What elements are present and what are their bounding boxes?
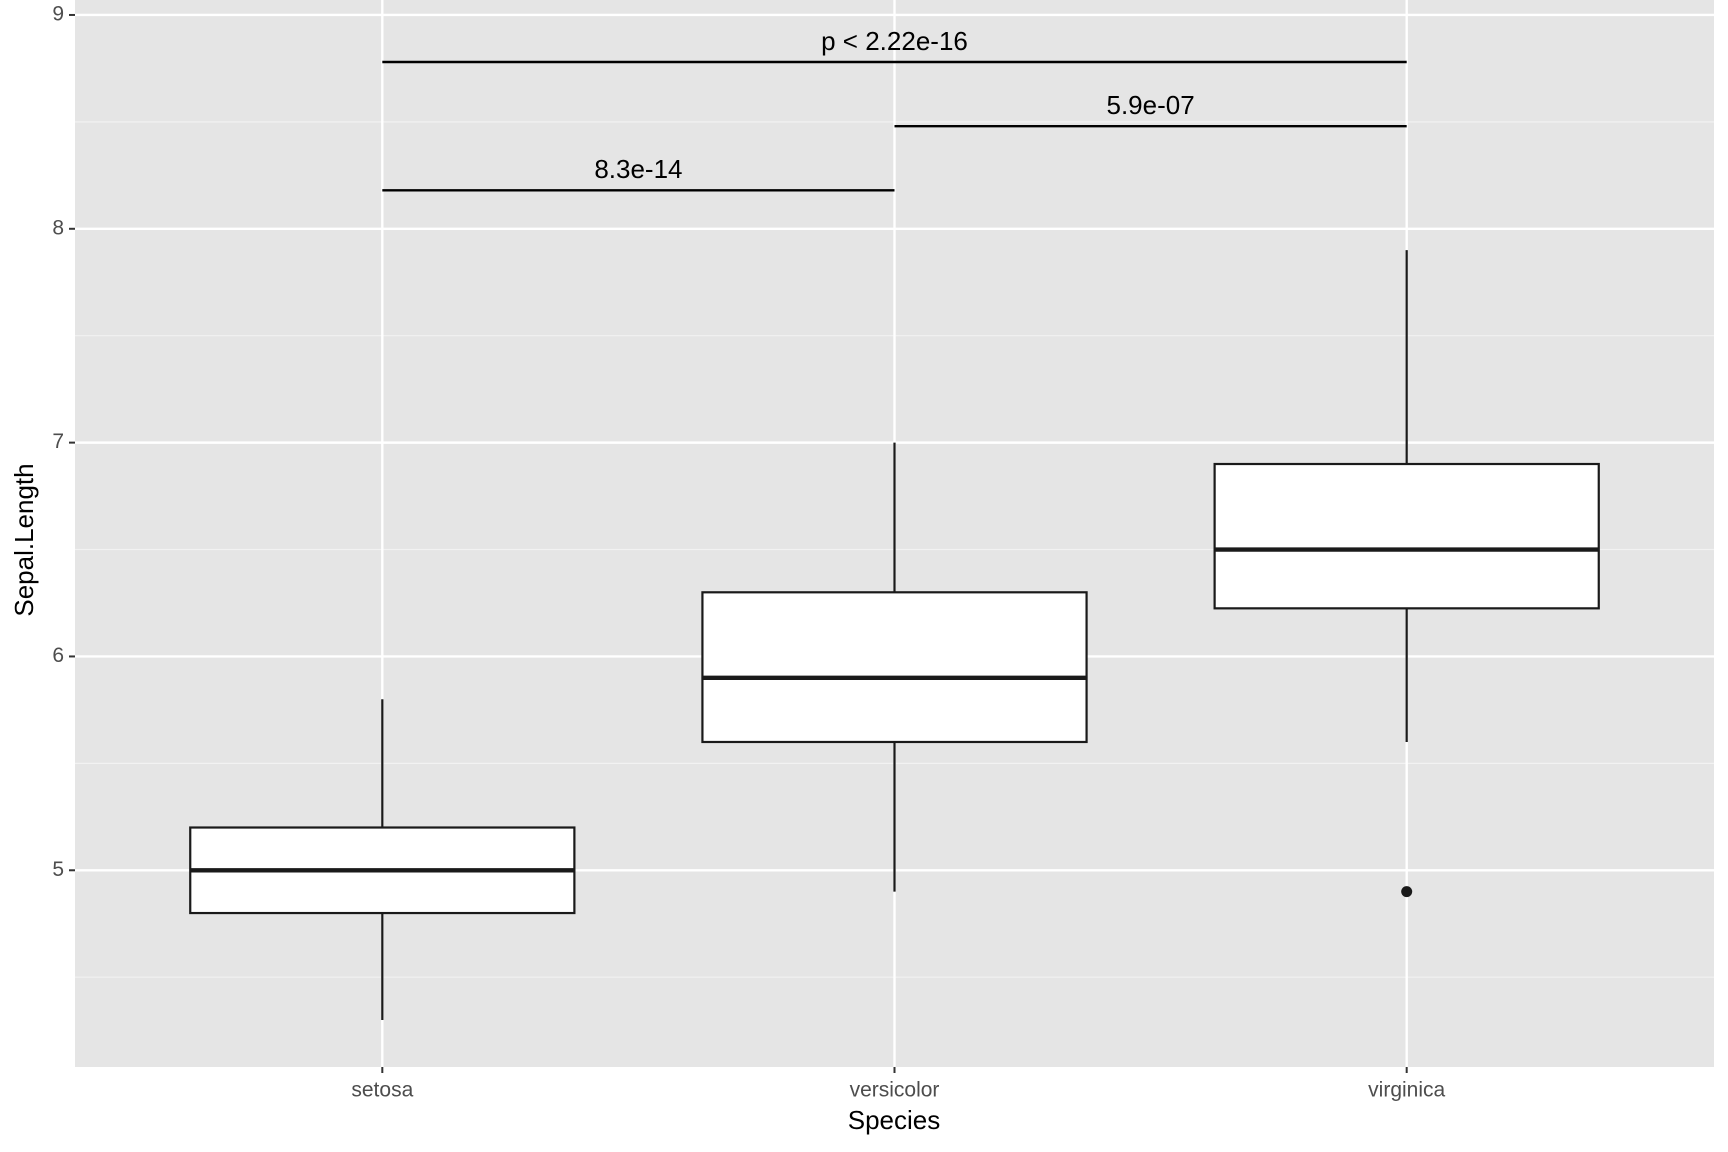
comparison-label: p < 2.22e-16 [821,26,968,56]
y-axis-title: Sepal.Length [9,463,39,616]
y-tick-label: 5 [52,858,64,881]
y-tick-label: 8 [52,216,64,239]
y-tick-label: 9 [52,3,64,26]
comparison-label: 5.9e-07 [1107,90,1195,120]
x-tick-label: virginica [1368,1079,1445,1102]
x-tick-label: versicolor [850,1079,940,1102]
comparison-label: 8.3e-14 [594,154,682,184]
box [1213,462,1600,610]
outlier [1401,886,1413,898]
y-tick-label: 6 [52,644,64,667]
x-axis-title: Species [848,1105,941,1135]
y-tick-label: 7 [52,430,64,453]
x-tick-label: setosa [351,1079,413,1102]
box [701,591,1088,744]
